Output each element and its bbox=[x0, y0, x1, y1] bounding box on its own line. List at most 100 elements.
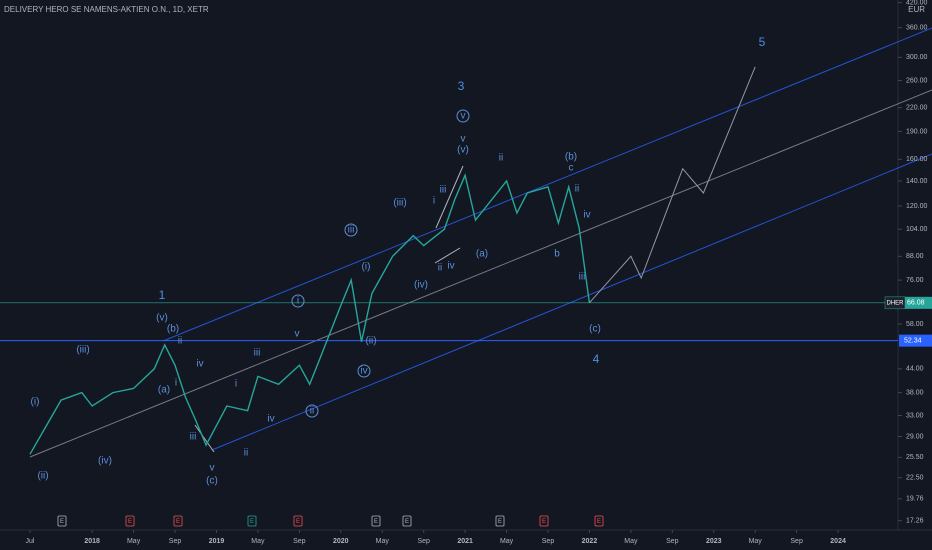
wave-label: 3 bbox=[458, 79, 465, 93]
wave-label: (v) bbox=[156, 313, 168, 324]
wave-label: b bbox=[554, 249, 560, 260]
x-tick-label: 2022 bbox=[582, 538, 598, 545]
wave-label: iii bbox=[440, 185, 447, 196]
x-tick-label: 2020 bbox=[333, 538, 349, 545]
wave-label: iii bbox=[579, 272, 586, 283]
x-tick-label: Sep bbox=[417, 538, 430, 545]
wave-label: (iv) bbox=[98, 456, 112, 467]
y-tick-label: 58.00 bbox=[906, 321, 924, 328]
y-tick-label: 160.00 bbox=[906, 156, 928, 163]
y-tick-label: 120.00 bbox=[906, 203, 928, 210]
x-tick-label: May bbox=[500, 538, 514, 545]
x-tick-label: Sep bbox=[542, 538, 555, 545]
wave-label: v bbox=[295, 329, 300, 340]
event-icon bbox=[173, 515, 183, 527]
x-tick-label: May bbox=[251, 538, 265, 545]
currency: EUR bbox=[908, 5, 925, 14]
wave-label: iv bbox=[267, 414, 274, 425]
x-tick-label: Sep bbox=[293, 538, 306, 545]
wave-label: ii bbox=[178, 336, 182, 347]
price-tag bbox=[905, 296, 932, 309]
wave-label: (iii) bbox=[76, 345, 89, 356]
y-tick-label: 19.76 bbox=[906, 496, 924, 503]
chart-title: DELIVERY HERO SE NAMENS-AKTIEN O.N., 1D,… bbox=[4, 5, 209, 14]
wave-label: (a) bbox=[476, 249, 488, 260]
price-line-series bbox=[29, 173, 591, 455]
wave-label: i bbox=[433, 196, 435, 207]
event-icon bbox=[247, 515, 257, 527]
wave-circle bbox=[344, 223, 358, 237]
y-tick-label: 140.00 bbox=[906, 178, 928, 185]
x-tick-label: Sep bbox=[169, 538, 182, 545]
y-tick-label: 38.00 bbox=[906, 389, 924, 396]
wave-label: (ii) bbox=[37, 471, 48, 482]
y-tick-label: 104.00 bbox=[906, 226, 928, 233]
event-icon bbox=[371, 515, 381, 527]
wave-label: (iv) bbox=[414, 280, 428, 291]
wave-label: iv bbox=[447, 261, 454, 272]
event-icon bbox=[539, 515, 549, 527]
event-label: E bbox=[597, 519, 601, 525]
x-tick-label: May bbox=[624, 538, 638, 545]
wave-label: 4 bbox=[593, 352, 600, 366]
x-tick-label: May bbox=[127, 538, 141, 545]
wave-label: iv bbox=[583, 210, 590, 221]
x-tick-label: Sep bbox=[790, 538, 803, 545]
wave-circle bbox=[357, 364, 371, 378]
y-tick-label: 190.00 bbox=[906, 128, 928, 135]
event-label: E bbox=[128, 519, 132, 525]
x-tick-label: May bbox=[376, 538, 390, 545]
event-label: E bbox=[296, 519, 300, 525]
wave-circle bbox=[456, 109, 470, 123]
wave-label: ii bbox=[244, 448, 248, 459]
y-tick-label: 260.00 bbox=[906, 77, 928, 84]
channel-mid bbox=[29, 89, 932, 458]
wave-label: (c) bbox=[206, 476, 218, 487]
wave-label: (iii) bbox=[393, 198, 406, 209]
x-tick-label: 2021 bbox=[457, 538, 473, 545]
y-tick-label: 17.26 bbox=[906, 518, 924, 525]
wave-label: (i) bbox=[31, 397, 40, 408]
y-tick-label: 420.00 bbox=[906, 0, 928, 7]
event-label: E bbox=[542, 519, 546, 525]
event-icon bbox=[57, 515, 67, 527]
level-tag bbox=[899, 334, 932, 347]
y-tick-label: 25.50 bbox=[906, 454, 924, 461]
y-tick-label: 44.00 bbox=[906, 366, 924, 373]
event-label: E bbox=[250, 519, 254, 525]
event-icon bbox=[594, 515, 604, 527]
x-tick-label: 2023 bbox=[706, 538, 722, 545]
event-icon bbox=[495, 515, 505, 527]
wave-label: v bbox=[461, 134, 466, 145]
wave-label: v bbox=[461, 111, 466, 122]
event-label: E bbox=[176, 519, 180, 525]
event-icon bbox=[125, 515, 135, 527]
trend-line bbox=[434, 247, 461, 264]
wave-label: 5 bbox=[759, 35, 766, 49]
x-tick-label: 2018 bbox=[84, 538, 100, 545]
event-icon bbox=[293, 515, 303, 527]
wave-label: (c) bbox=[589, 324, 601, 335]
wave-label: ii bbox=[438, 263, 442, 274]
wave-label: (b) bbox=[565, 152, 577, 163]
event-label: E bbox=[405, 519, 409, 525]
trend-line bbox=[194, 424, 215, 453]
wave-label: c bbox=[569, 163, 574, 174]
level-label: 52.34 bbox=[904, 338, 922, 345]
channel-top bbox=[162, 27, 932, 342]
wave-label: i bbox=[235, 379, 237, 390]
wave-label: ii bbox=[499, 153, 503, 164]
wave-label: i bbox=[297, 296, 299, 307]
wave-label: i bbox=[175, 378, 177, 389]
y-tick-label: 360.00 bbox=[906, 25, 928, 32]
wave-label: ii bbox=[575, 184, 579, 195]
event-icon bbox=[402, 515, 412, 527]
x-tick-label: Sep bbox=[666, 538, 679, 545]
x-tick-label: Jul bbox=[26, 538, 35, 545]
event-label: E bbox=[60, 519, 64, 525]
y-tick-label: 76.00 bbox=[906, 277, 924, 284]
wave-label: iii bbox=[254, 348, 261, 359]
